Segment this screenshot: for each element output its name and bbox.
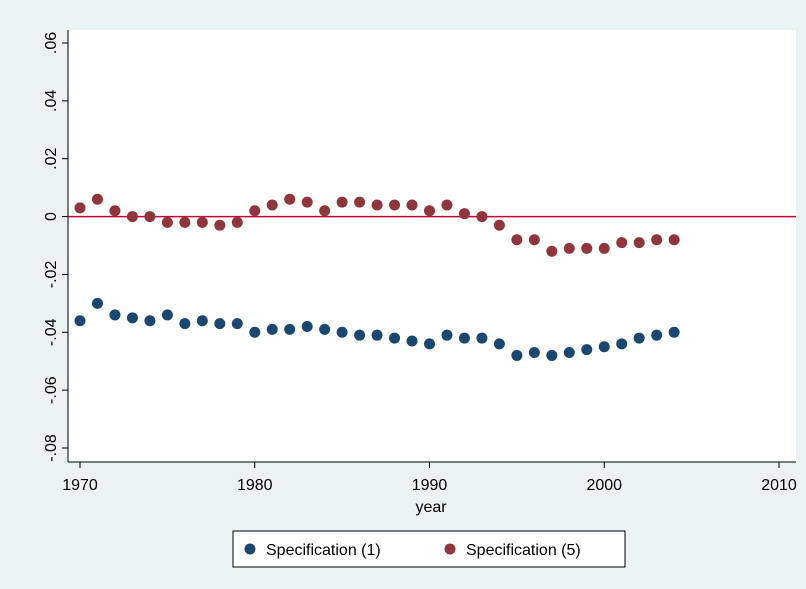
data-point bbox=[144, 211, 156, 223]
data-point bbox=[74, 315, 86, 327]
data-point bbox=[319, 205, 331, 217]
x-tick-label: 1990 bbox=[412, 477, 448, 494]
y-tick-label: -.08 bbox=[43, 434, 60, 462]
data-point bbox=[424, 205, 435, 217]
data-point bbox=[598, 341, 610, 353]
data-point bbox=[458, 332, 470, 344]
data-point bbox=[91, 193, 103, 205]
data-point bbox=[668, 326, 680, 338]
data-point bbox=[424, 338, 435, 350]
data-point bbox=[668, 234, 680, 246]
data-point bbox=[511, 234, 523, 246]
data-point bbox=[546, 245, 558, 257]
data-point bbox=[161, 309, 173, 321]
plot-area bbox=[68, 30, 796, 462]
data-point bbox=[249, 326, 261, 338]
data-point bbox=[336, 196, 348, 208]
y-tick-label: .02 bbox=[43, 147, 60, 169]
data-point bbox=[196, 216, 208, 228]
data-point bbox=[319, 323, 331, 335]
x-axis-title: year bbox=[415, 499, 447, 516]
data-point bbox=[616, 237, 628, 249]
data-point bbox=[354, 196, 366, 208]
data-point bbox=[406, 335, 418, 347]
data-point bbox=[126, 312, 138, 324]
data-point bbox=[389, 199, 401, 211]
data-point bbox=[458, 208, 470, 220]
data-point bbox=[441, 199, 453, 211]
data-point bbox=[266, 323, 278, 335]
data-point bbox=[441, 329, 453, 341]
legend-label: Specification (1) bbox=[266, 542, 381, 559]
data-point bbox=[563, 242, 575, 254]
data-point bbox=[633, 237, 645, 249]
data-point bbox=[179, 318, 191, 330]
data-point bbox=[144, 315, 156, 327]
x-tick-label: 1980 bbox=[237, 477, 273, 494]
data-point bbox=[161, 216, 173, 228]
data-point bbox=[231, 318, 243, 330]
data-point bbox=[476, 211, 488, 223]
data-point bbox=[301, 321, 313, 332]
data-point bbox=[493, 219, 505, 231]
y-tick-label: .04 bbox=[43, 90, 60, 112]
data-point bbox=[109, 309, 121, 321]
data-point bbox=[196, 315, 208, 327]
data-point bbox=[563, 347, 575, 359]
data-point bbox=[214, 219, 226, 231]
data-point bbox=[528, 234, 540, 246]
data-point bbox=[336, 326, 348, 338]
data-point bbox=[581, 344, 593, 356]
y-tick-label: -.06 bbox=[43, 376, 60, 404]
data-point bbox=[126, 211, 138, 223]
data-point bbox=[511, 349, 523, 361]
data-point bbox=[528, 347, 540, 359]
data-point bbox=[493, 338, 505, 350]
y-tick-label: .06 bbox=[43, 32, 60, 54]
data-point bbox=[284, 193, 296, 205]
data-point bbox=[476, 332, 488, 344]
data-point bbox=[371, 199, 383, 211]
data-point bbox=[651, 234, 663, 246]
data-point bbox=[354, 329, 366, 341]
data-point bbox=[616, 338, 628, 350]
data-point bbox=[179, 216, 191, 228]
legend-box bbox=[232, 530, 626, 568]
data-point bbox=[301, 196, 313, 208]
y-tick-label: 0 bbox=[43, 212, 60, 221]
data-point bbox=[633, 332, 645, 344]
x-tick-label: 2000 bbox=[586, 477, 622, 494]
data-point bbox=[214, 318, 226, 330]
data-point bbox=[109, 205, 121, 217]
y-tick-label: -.04 bbox=[43, 318, 60, 346]
data-point bbox=[598, 242, 610, 254]
x-tick-label: 2010 bbox=[761, 477, 797, 494]
x-tick-label: 1970 bbox=[62, 477, 98, 494]
data-point bbox=[249, 205, 261, 217]
legend-label: Specification (5) bbox=[466, 542, 581, 559]
data-point bbox=[91, 297, 103, 309]
data-point bbox=[651, 329, 663, 341]
data-point bbox=[74, 202, 86, 214]
data-point bbox=[389, 332, 401, 344]
data-point bbox=[406, 199, 418, 211]
legend-marker bbox=[444, 543, 456, 555]
legend-marker bbox=[244, 543, 256, 555]
data-point bbox=[266, 199, 278, 211]
y-tick-label: -.02 bbox=[43, 261, 60, 289]
data-point bbox=[581, 242, 593, 254]
data-point bbox=[231, 216, 243, 228]
data-point bbox=[284, 323, 296, 335]
data-point bbox=[546, 349, 558, 361]
data-point bbox=[371, 329, 383, 341]
